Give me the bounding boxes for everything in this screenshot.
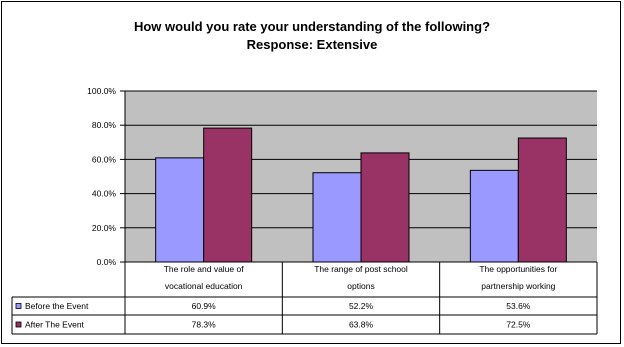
data-table-value: 53.6% [506, 301, 531, 311]
bar [517, 137, 567, 263]
bar [469, 169, 519, 263]
data-table-value: 60.9% [192, 301, 217, 311]
category-label: options [347, 281, 374, 291]
data-table-value: 72.5% [506, 320, 531, 330]
bar [203, 127, 253, 263]
legend-key [15, 303, 22, 309]
bar [360, 152, 410, 263]
category-label: partnership working [481, 281, 555, 291]
bar [155, 157, 205, 263]
data-table-value: 78.3% [192, 320, 217, 330]
category-label: The opportunities for [479, 264, 557, 274]
y-tick-label: 0.0% [97, 257, 117, 267]
y-tick-label: 80.0% [92, 120, 117, 130]
category-label: The role and value of [164, 264, 244, 274]
y-tick-label: 20.0% [92, 223, 117, 233]
bar [312, 172, 362, 263]
data-table-value: 63.8% [349, 320, 374, 330]
data-table-value: 52.2% [349, 301, 374, 311]
chart-title: How would you rate your understanding of… [133, 19, 491, 34]
y-tick-label: 100.0% [87, 86, 116, 96]
chart-subtitle: Response: Extensive [246, 37, 378, 52]
y-tick-label: 40.0% [92, 189, 117, 199]
category-label: The range of post school [314, 264, 408, 274]
category-label: vocational education [165, 281, 243, 291]
legend-entry: Before the Event [25, 301, 89, 311]
y-tick-label: 60.0% [92, 154, 117, 164]
legend-key [15, 321, 22, 328]
legend-entry: After The Event [25, 320, 85, 330]
